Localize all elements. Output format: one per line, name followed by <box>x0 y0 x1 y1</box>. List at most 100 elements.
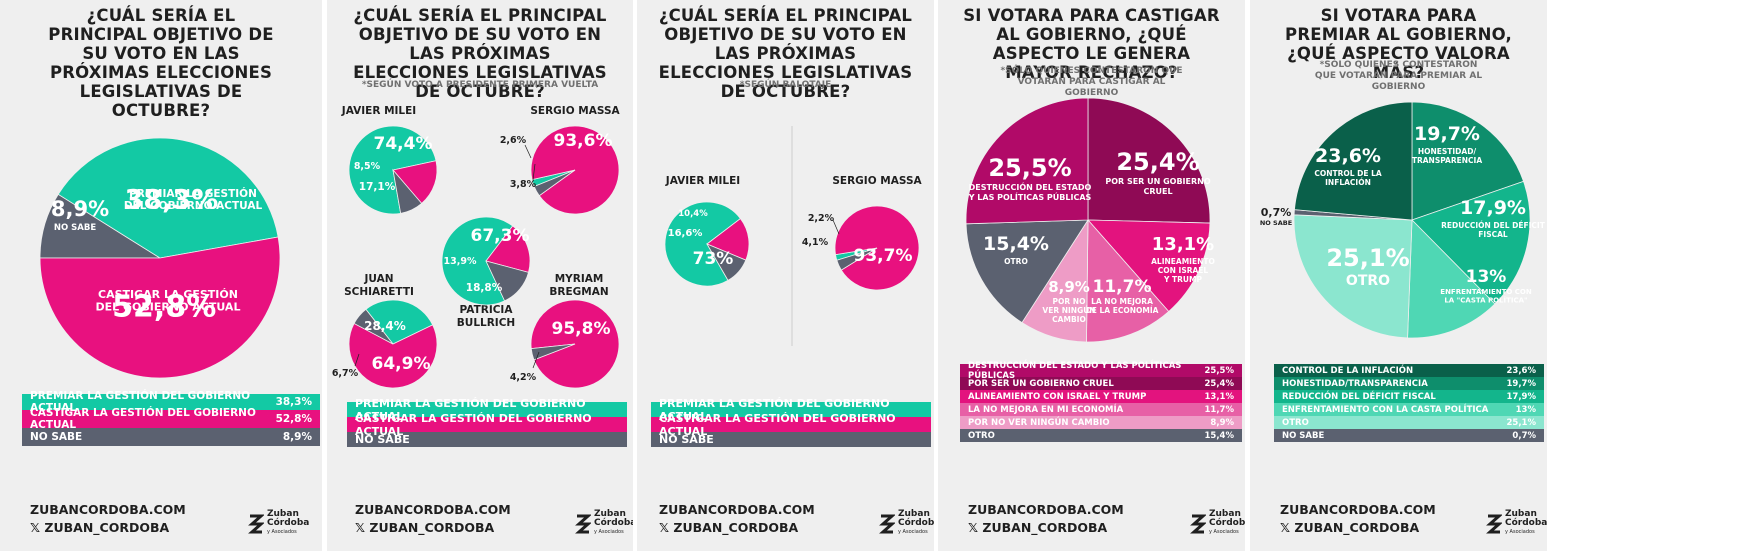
footer-site: ZUBANCORDOBA.COM <box>1280 502 1436 517</box>
footer-handle: 𝕏 ZUBAN_CORDOBA <box>355 520 495 535</box>
chart-title: JAVIER MILEI <box>341 105 416 117</box>
pie-milei-balotaje-slice-2 <box>706 243 747 281</box>
pie-castigar-slice-0 <box>965 97 1089 225</box>
data-label-castigar: 93,6% <box>554 131 613 151</box>
legend-label: OTRO <box>1282 417 1309 428</box>
data-label-no-sabe: 13,9% <box>444 256 477 267</box>
panel-premiar: SI VOTARA PARA PREMIAR AL GOBIERNO, ¿QUÉ… <box>1250 0 1547 551</box>
data-label-no-sabe: 6,7% <box>332 368 359 379</box>
category-label-cruel: POR SER UN GOBIERNO <box>1105 177 1211 186</box>
logo-line1: Zuban <box>898 509 930 519</box>
logo-sub: y Asociados <box>267 529 297 535</box>
logo-icon <box>575 514 591 533</box>
category-label-no-cambio: POR NO <box>1053 297 1086 306</box>
footer-credits: ZUBANCORDOBA.COM 𝕏 ZUBAN_CORDOBA <box>659 501 815 537</box>
pie-general-slice-1 <box>39 236 281 379</box>
category-label-no-sabe: NO SABE <box>54 223 96 233</box>
pie-milei-balotaje-slice-0 <box>664 201 742 287</box>
legend-value: 23,6% <box>1506 365 1537 376</box>
chart-title: SERGIO MASSA <box>530 105 620 117</box>
category-label-inflacion: INFLACIÓN <box>1325 178 1371 187</box>
category-label-premiar: PREMIAR LA GESTIÓN <box>129 187 257 200</box>
legend-row-4: POR NO VER NINGÚN CAMBIO 8,9% <box>960 416 1242 429</box>
legend: DESTRUCCIÓN DEL ESTADO Y LAS POLÍTICAS P… <box>960 361 1242 442</box>
data-label-no-cambio: 8,9% <box>1048 278 1090 296</box>
data-label-premiar: 28,4% <box>364 319 406 333</box>
legend-row-3: ENFRENTAMIENTO CON LA CASTA POLÍTICA 13% <box>1274 403 1544 416</box>
category-label-casta: LA "CASTA POLÍTICA" <box>1444 296 1527 305</box>
logo-line2: Córdoba <box>898 518 934 528</box>
data-label-castigar: 95,8% <box>552 319 611 339</box>
legend-label: NO SABE <box>355 433 410 446</box>
chart-title: SCHIARETTI <box>344 286 414 298</box>
legend-label: CONTROL DE LA INFLACIÓN <box>1282 365 1414 376</box>
legend-label: REDUCCIÓN DEL DÉFICIT FISCAL <box>1282 391 1436 402</box>
logo-line2: Córdoba <box>1505 518 1547 528</box>
pie-castigar-slice-2 <box>1087 219 1211 313</box>
category-label-inflacion: CONTROL DE LA <box>1314 169 1382 178</box>
leader-line <box>532 163 536 181</box>
chart-title-milei: JAVIER MILEI <box>665 175 740 187</box>
legend-label: ALINEAMIENTO CON ISRAEL Y TRUMP <box>968 391 1147 402</box>
chart-title: BULLRICH <box>457 317 515 329</box>
legend-label: PREMIAR LA GESTIÓN DEL GOBIERNO ACTUAL <box>355 396 586 423</box>
pie-charts-balotaje: JAVIER MILEI SERGIO MASSA 73% 16,6% 10,4% 93,… <box>664 126 923 346</box>
pie-castigar-slice-1 <box>1087 97 1211 224</box>
category-label-premiar: DEL GOBIERNO ACTUAL <box>124 200 263 212</box>
legend-value: 52,8% <box>275 413 312 425</box>
panel-note: *SÓLO QUIENES CONTESTARON QUE VOTARÁN PA… <box>1000 66 1183 98</box>
data-label-no-mejora: 11,7% <box>1093 277 1152 297</box>
category-label-castigar: DEL GOBIERNO ACTUAL <box>96 301 241 314</box>
logo-icon <box>1190 514 1206 533</box>
legend: PREMIAR LA GESTIÓN DEL GOBIERNO ACTUAL C… <box>347 397 627 447</box>
data-label-castigar: 52,8% <box>112 289 216 324</box>
legend-label: HONESTIDAD/TRANSPARENCIA <box>1282 378 1428 389</box>
data-label-no-sabe: 3,8% <box>510 179 537 190</box>
legend-row-0: CONTROL DE LA INFLACIÓN 23,6% <box>1274 364 1544 377</box>
panel-title: SI VOTARA PARA CASTIGAR AL GOBIERNO, ¿QU… <box>963 6 1220 82</box>
category-label-no-cambio: VER NINGÚN <box>1042 306 1095 315</box>
category-label-castigar: CASTIGAR LA GESTIÓN <box>98 288 238 301</box>
logo-line1: Zuban <box>1209 509 1241 519</box>
legend-row-premiar: PREMIAR LA GESTIÓN DEL GOBIERNO ACTUAL <box>651 397 931 423</box>
chart-title: PATRICIA <box>460 304 514 316</box>
data-label-premiar: 2,6% <box>500 135 527 146</box>
logo-sub: y Asociados <box>1209 529 1239 535</box>
category-label-alineamiento: Y TRUMP <box>1163 275 1202 284</box>
legend-row-no-sabe: NO SABE 8,9% <box>22 428 320 446</box>
footer-site: ZUBANCORDOBA.COM <box>355 502 511 517</box>
pie-bregman-slice-2 <box>530 343 576 361</box>
legend-label: CASTIGAR LA GESTIÓN DEL GOBIERNO ACTUAL <box>355 411 592 438</box>
legend-value: 8,9% <box>1210 417 1234 428</box>
logo-line2: Córdoba <box>1209 518 1245 528</box>
legend-value: 25,4% <box>1204 378 1235 389</box>
leader-line <box>354 353 360 367</box>
legend-value: 8,9% <box>282 431 312 443</box>
category-label-otro: OTRO <box>1346 273 1390 289</box>
panel-general: ¿CUÁL SERÍA EL PRINCIPAL OBJETIVO DE SU … <box>0 0 322 551</box>
logo-icon <box>879 514 895 533</box>
legend-label: NO SABE <box>659 433 714 446</box>
data-label-premiar: 2,2% <box>808 213 835 224</box>
legend-value: 25,5% <box>1204 365 1235 376</box>
panel-note: *SEGÚN VOTO A PRESIDENTE PRIMERA VUELTA <box>361 80 599 90</box>
category-label-no-mejora: DE LA ECONOMÍA <box>1086 306 1159 315</box>
legend-value: 15,4% <box>1204 430 1235 441</box>
pie-schiaretti-slice-1 <box>348 322 438 389</box>
data-label-premiar: 74,4% <box>374 134 433 154</box>
legend-row-castigar: CASTIGAR LA GESTIÓN DEL GOBIERNO ACTUAL <box>347 412 627 438</box>
category-label-alineamiento: CON ISRAEL <box>1158 266 1209 275</box>
data-label-no-sabe: 8,5% <box>354 161 381 172</box>
logo-line1: Zuban <box>267 509 299 519</box>
category-label-honestidad: HONESTIDAD/ <box>1418 147 1477 156</box>
pie-premiar-slice-3 <box>1407 219 1496 339</box>
legend: PREMIAR LA GESTIÓN DEL GOBIERNO ACTUAL C… <box>651 397 931 447</box>
logo-icon <box>1486 514 1502 533</box>
category-label-alineamiento: ALINEAMIENTO <box>1151 257 1215 266</box>
data-label-castigar: 93,7% <box>854 246 913 266</box>
legend-value: 25,1% <box>1506 417 1537 428</box>
